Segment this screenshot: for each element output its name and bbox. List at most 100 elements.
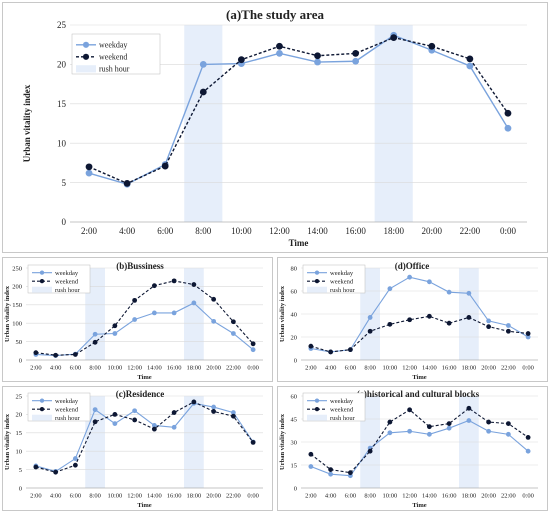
y-tick-label: 50 bbox=[16, 339, 23, 346]
x-tick-label: 16:00 bbox=[345, 226, 366, 236]
x-tick-label: 22:00 bbox=[501, 365, 516, 372]
data-point-weekday bbox=[407, 428, 413, 434]
x-tick-label: 10:00 bbox=[107, 365, 122, 372]
data-point-weekday bbox=[486, 428, 492, 434]
legend-label-weekend: weekend bbox=[330, 278, 354, 285]
x-axis-label: Time bbox=[137, 374, 151, 381]
y-tick-label: 10 bbox=[16, 448, 23, 455]
data-point-weekend bbox=[230, 413, 236, 419]
data-point-weekday bbox=[466, 418, 472, 423]
legend-box bbox=[302, 264, 366, 294]
data-point-weekend bbox=[276, 42, 283, 50]
series-line-weekend bbox=[88, 36, 509, 185]
x-tick-label: 20:00 bbox=[206, 493, 221, 500]
data-point-weekday bbox=[276, 49, 283, 57]
x-tick-label: 12:00 bbox=[127, 493, 142, 500]
legend-label-weekday: weekday bbox=[55, 398, 79, 405]
data-point-weekday bbox=[211, 318, 217, 324]
data-point-weekday bbox=[466, 290, 472, 296]
y-tick-label: 150 bbox=[12, 302, 22, 309]
y-tick-label: 15 bbox=[57, 99, 67, 109]
legend-label-rush-hour: rush hour bbox=[99, 65, 130, 74]
x-tick-label: 8:00 bbox=[364, 365, 376, 372]
x-tick-label: 18:00 bbox=[461, 493, 476, 500]
data-point-weekend bbox=[505, 328, 511, 334]
x-tick-label: 20:00 bbox=[481, 493, 496, 500]
data-point-weekend bbox=[250, 439, 256, 445]
x-tick-label: 22:00 bbox=[226, 365, 241, 372]
data-point-weekend bbox=[314, 52, 321, 60]
data-point-weekday bbox=[151, 310, 157, 316]
data-point-weekday bbox=[230, 331, 236, 336]
y-tick-label: 15 bbox=[291, 462, 298, 469]
legend-marker-weekend bbox=[82, 53, 90, 60]
data-point-weekday bbox=[191, 300, 197, 306]
legend-swatch-rush-hour bbox=[32, 414, 52, 421]
x-tick-label: 0:00 bbox=[500, 226, 517, 236]
y-axis-label: Urban vitality index bbox=[4, 413, 11, 470]
x-tick-label: 4:00 bbox=[50, 365, 62, 372]
legend-label-weekend: weekend bbox=[55, 406, 79, 413]
legend-marker-weekday bbox=[39, 398, 45, 403]
legend-label-weekday: weekday bbox=[330, 398, 354, 405]
data-point-weekday bbox=[466, 62, 474, 70]
data-point-weekend bbox=[308, 343, 314, 349]
x-tick-label: 10:00 bbox=[107, 493, 122, 500]
data-point-weekday bbox=[151, 423, 157, 428]
x-tick-label: 16:00 bbox=[167, 493, 182, 500]
data-point-weekend bbox=[33, 350, 39, 356]
data-point-weekend bbox=[367, 448, 373, 454]
rush-hour-band bbox=[374, 25, 413, 222]
chart-title: (e)historical and cultural blocks bbox=[357, 389, 480, 399]
x-tick-label: 10:00 bbox=[231, 226, 252, 236]
legend-label-weekend: weekend bbox=[99, 53, 127, 62]
legend-marker-weekend bbox=[314, 406, 320, 412]
data-point-weekend bbox=[486, 419, 492, 425]
x-axis-label: Time bbox=[412, 374, 426, 381]
data-point-weekend bbox=[92, 339, 98, 345]
rush-hour-band bbox=[184, 25, 223, 222]
data-point-weekend bbox=[171, 278, 177, 284]
data-point-weekday bbox=[132, 408, 138, 414]
data-point-weekday bbox=[387, 430, 393, 436]
y-tick-label: 25 bbox=[16, 393, 23, 400]
data-point-weekend bbox=[525, 331, 531, 336]
data-point-weekday bbox=[328, 471, 334, 477]
series-line-weekday bbox=[35, 402, 254, 473]
data-point-weekend bbox=[151, 426, 157, 432]
y-tick-label: 60 bbox=[291, 393, 298, 400]
legend-swatch-rush-hour bbox=[32, 286, 52, 293]
chart-c: 0 5 10 15 20 25 2:00 4:00 6:00 8:00 10:00 12:00 14:0… bbox=[4, 389, 263, 509]
x-tick-label: 14:00 bbox=[147, 365, 162, 372]
data-point-weekday bbox=[486, 318, 492, 324]
y-tick-label: 45 bbox=[291, 416, 298, 423]
legend-swatch-rush-hour bbox=[76, 65, 96, 73]
data-point-weekday bbox=[426, 279, 432, 285]
data-point-weekday bbox=[314, 58, 321, 66]
legend-swatch-rush-hour bbox=[307, 286, 327, 293]
x-tick-label: 6:00 bbox=[70, 365, 82, 372]
x-tick-label: 0:00 bbox=[247, 493, 259, 500]
data-point-weekend bbox=[199, 88, 207, 96]
data-point-weekday bbox=[85, 169, 93, 177]
data-point-weekend bbox=[112, 412, 118, 417]
legend-label-weekday: weekday bbox=[55, 270, 79, 277]
chart-title: (c)Residence bbox=[116, 389, 164, 399]
x-tick-label: 0:00 bbox=[522, 365, 534, 372]
data-point-weekday bbox=[504, 124, 512, 132]
data-point-weekend bbox=[85, 163, 93, 171]
x-tick-label: 8:00 bbox=[89, 493, 101, 500]
data-point-weekend bbox=[53, 469, 59, 475]
data-point-weekend bbox=[504, 109, 512, 117]
data-point-weekend bbox=[367, 328, 373, 334]
legend-label-weekend: weekend bbox=[330, 406, 354, 413]
chart-e: 0 15 30 45 60 2:00 4:00 6:00 8:00 10:00 12:00 14:00… bbox=[279, 389, 538, 509]
data-point-weekend bbox=[171, 410, 177, 415]
data-point-weekday bbox=[112, 421, 118, 426]
legend-label-rush-hour: rush hour bbox=[55, 287, 81, 294]
y-tick-label: 0 bbox=[19, 485, 22, 492]
x-tick-label: 12:00 bbox=[402, 365, 417, 372]
y-tick-label: 200 bbox=[12, 284, 22, 291]
series-line-weekday bbox=[88, 34, 509, 185]
data-point-weekend bbox=[237, 56, 245, 64]
